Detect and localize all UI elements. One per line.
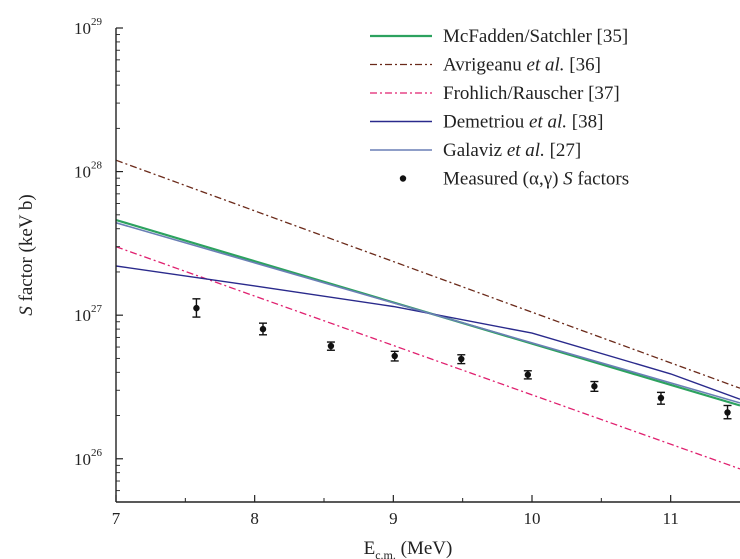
series-line-5	[116, 222, 740, 404]
y-tick-label: 1026	[74, 447, 103, 469]
x-axis-title: Ec.m. (MeV)	[364, 538, 453, 559]
legend-item-1: McFadden/Satchler [35]	[370, 26, 628, 47]
measured-point-5	[457, 354, 466, 365]
x-tick-label: 9	[389, 509, 398, 528]
measured-point-8	[656, 391, 665, 405]
legend-label: McFadden/Satchler [35]	[443, 26, 628, 47]
data-point	[591, 383, 598, 390]
legend-item-5: Galaviz et al. [27]	[370, 140, 581, 161]
x-tick-label: 8	[250, 509, 259, 528]
series-line-2	[116, 159, 740, 389]
series-line-4	[116, 265, 740, 400]
y-tick-label: 1028	[74, 160, 103, 182]
data-point	[657, 394, 665, 402]
x-tick-label: 11	[662, 509, 678, 528]
measured-point-1	[192, 298, 201, 318]
legend-label: Measured (α,γ) S factors	[443, 169, 629, 190]
y-tick-label: 1027	[74, 303, 103, 325]
data-point	[724, 409, 731, 416]
x-tick-label: 7	[112, 509, 121, 528]
legend: McFadden/Satchler [35] Avrigeanu et al. […	[370, 26, 629, 190]
data-point	[524, 371, 532, 378]
measured-point-3	[326, 341, 335, 351]
series-layer	[116, 159, 740, 470]
data-point	[259, 325, 267, 333]
data-point	[458, 355, 465, 363]
legend-marker	[399, 175, 407, 182]
series-line-3	[116, 246, 740, 470]
legend-item-4: Demetriou et al. [38]	[370, 112, 603, 133]
legend-item-measured: Measured (α,γ) S factors	[399, 169, 629, 190]
x-tick-label: 10	[524, 509, 541, 528]
measured-point-9	[723, 404, 732, 420]
measured-points-layer	[192, 298, 732, 420]
y-tick-label: 1029	[74, 16, 103, 38]
legend-label: Galaviz et al. [27]	[443, 140, 581, 161]
data-point	[391, 352, 398, 360]
measured-point-2	[258, 322, 267, 336]
legend-item-2: Avrigeanu et al. [36]	[370, 55, 601, 76]
data-point	[327, 342, 335, 350]
legend-label: Demetriou et al. [38]	[443, 112, 603, 133]
measured-point-6	[523, 370, 532, 380]
legend-item-3: Frohlich/Rauscher [37]	[370, 83, 620, 104]
measured-point-7	[590, 380, 599, 393]
measured-point-4	[390, 350, 399, 362]
data-point	[193, 304, 200, 312]
y-axis-title: S factor (keV b)	[16, 194, 37, 316]
legend-label: Frohlich/Rauscher [37]	[443, 83, 620, 104]
axes-layer: 7 8 9 10 11 1026 1027 1028 1029 Ec.m. (MeV) S fact…	[16, 16, 740, 559]
legend-label: Avrigeanu et al. [36]	[443, 55, 601, 76]
